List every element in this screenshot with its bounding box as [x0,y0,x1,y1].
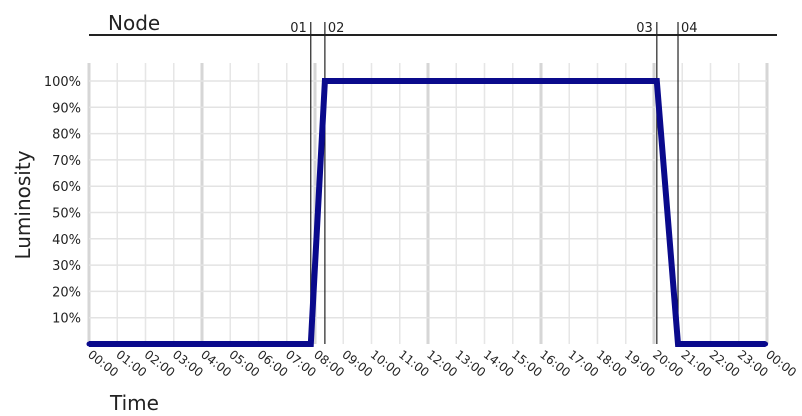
x-tick-label: 06:00 [255,347,291,379]
x-tick-label: 05:00 [226,347,262,379]
data-point [308,341,314,347]
x-tick-label: 13:00 [452,347,488,379]
node-label: 03 [636,21,653,36]
y-tick-label: 20% [52,285,81,300]
y-tick-label: 50% [52,207,81,222]
y-tick-label: 60% [52,180,81,195]
y-tick-label: 40% [52,233,81,248]
node-label: 01 [290,21,307,36]
data-point [322,78,328,84]
x-tick-label: 04:00 [198,347,234,379]
x-tick-label: 11:00 [396,347,432,379]
y-tick-label: 90% [52,101,81,116]
x-tick-label: 23:00 [735,347,771,379]
y-tick-label: 10% [52,312,81,327]
x-tick-label: 14:00 [481,347,517,379]
node-label: 04 [681,21,698,36]
data-point [86,341,92,347]
series [86,78,769,347]
x-tick-label: 00:00 [85,347,121,379]
y-tick-label: 30% [52,259,81,274]
data-point [654,78,660,84]
x-tick-label: 02:00 [142,347,178,379]
x-tick-label: 00:00 [763,347,799,379]
x-tick-label: 22:00 [707,347,743,379]
x-axis-label: Time [109,391,159,415]
x-tick-label: 17:00 [565,347,601,379]
y-axis-label: Luminosity [11,150,35,259]
x-tick-label: 10:00 [368,347,404,379]
y-tick-label: 80% [52,128,81,143]
node-header: Node [108,11,160,35]
node-markers: 01 02 03 04 [89,21,777,344]
y-axis-ticks: 10% 20% 30% 40% 50% 60% 70% 80% 90% 100% [44,75,81,327]
x-tick-label: 09:00 [339,347,375,379]
x-tick-label: 07:00 [283,347,319,379]
grid [87,63,769,344]
x-tick-label: 12:00 [424,347,460,379]
node-label: 02 [328,21,345,36]
x-tick-label: 08:00 [311,347,347,379]
x-tick-label: 20:00 [650,347,686,379]
x-tick-label: 16:00 [537,347,573,379]
x-tick-label: 21:00 [678,347,714,379]
x-tick-label: 18:00 [594,347,630,379]
y-tick-label: 100% [44,75,81,90]
x-tick-label: 15:00 [509,347,545,379]
x-tick-label: 19:00 [622,347,658,379]
node-title: Node [108,11,160,35]
data-point [675,341,681,347]
x-tick-label: 01:00 [113,347,149,379]
x-axis-ticks: 00:0001:0002:0003:0004:0005:0006:0007:00… [85,347,799,379]
luminosity-line [89,78,766,347]
data-point [763,341,769,347]
x-tick-label: 03:00 [170,347,206,379]
y-tick-label: 70% [52,154,81,169]
